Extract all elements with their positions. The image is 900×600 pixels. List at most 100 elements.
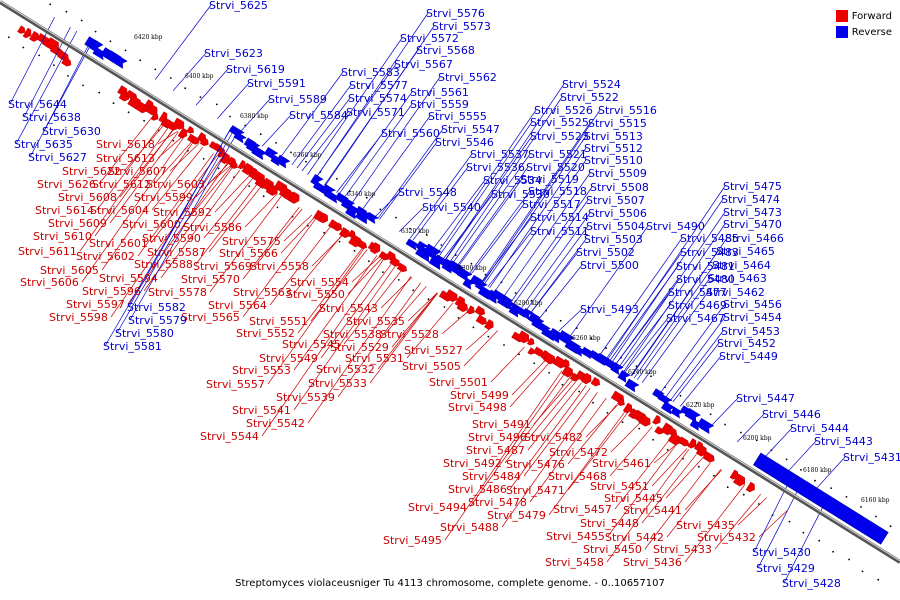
leader-line xyxy=(129,131,239,321)
leader-line xyxy=(521,212,591,308)
forward-gene xyxy=(581,372,592,385)
leader-line xyxy=(374,191,401,217)
leader-line xyxy=(169,144,199,172)
leader-line xyxy=(504,375,572,464)
forward-gene-label: Strvi_5538 xyxy=(323,328,382,341)
leader-line xyxy=(352,76,441,203)
leader-line xyxy=(101,141,194,271)
leader-line xyxy=(254,208,303,267)
reverse-gene-label: Strvi_5470 xyxy=(723,218,782,231)
track-marker xyxy=(353,250,356,252)
leader-line xyxy=(449,96,563,263)
track-marker xyxy=(65,10,68,13)
reverse-gene-label: Strvi_5540 xyxy=(422,201,481,214)
leader-line xyxy=(711,397,739,426)
reverse-gene xyxy=(365,211,379,225)
leader-line xyxy=(514,199,589,304)
leader-line xyxy=(618,211,726,369)
forward-gene xyxy=(702,451,715,463)
forward-gene-label: Strvi_5596 xyxy=(82,285,141,298)
leader-line xyxy=(630,250,719,376)
reverse-gene-label: Strvi_5581 xyxy=(103,340,162,353)
track-marker xyxy=(814,479,816,482)
reverse-gene-label: Strvi_5524 xyxy=(562,78,621,91)
forward-gene xyxy=(378,251,389,261)
forward-gene-label: Strvi_5484 xyxy=(462,470,521,483)
leader-line xyxy=(351,256,380,283)
reverse-gene-label: Strvi_5493 xyxy=(580,303,639,316)
forward-gene-label: Strvi_5609 xyxy=(48,217,107,230)
track-marker xyxy=(323,231,325,234)
forward-gene-label: Strvi_5461 xyxy=(592,457,651,470)
forward-gene-label: Strvi_5457 xyxy=(553,503,612,516)
coordinate-label: 6220 kbp xyxy=(686,402,715,409)
reverse-gene-label: Strvi_5561 xyxy=(410,86,469,99)
track-marker xyxy=(650,375,652,378)
forward-gene-label: Strvi_5613 xyxy=(96,152,155,165)
leader-line xyxy=(481,216,533,284)
forward-gene xyxy=(638,414,651,427)
forward-gene xyxy=(389,256,401,267)
track-marker xyxy=(578,390,580,393)
leader-line xyxy=(468,190,531,275)
leader-line xyxy=(344,103,413,198)
track-marker xyxy=(199,96,202,98)
track-marker xyxy=(518,353,520,356)
track-marker xyxy=(530,299,533,302)
leader-line xyxy=(444,370,563,541)
track-marker xyxy=(202,158,205,160)
track-marker xyxy=(112,102,115,105)
track-marker xyxy=(548,372,550,374)
reverse-gene-label: Strvi_5453 xyxy=(721,325,780,338)
reverse-gene-label: Strvi_5523 xyxy=(530,130,589,143)
track-marker xyxy=(397,279,400,281)
forward-gene-label: Strvi_5597 xyxy=(66,298,125,311)
reverse-gene-label: Strvi_5519 xyxy=(520,173,579,186)
reverse-gene-label: Strvi_5503 xyxy=(584,233,643,246)
leader-line xyxy=(567,411,629,491)
reverse-gene xyxy=(661,401,676,415)
leader-line xyxy=(469,372,566,508)
leader-line xyxy=(208,184,264,253)
forward-gene-label: Strvi_5549 xyxy=(259,352,318,365)
forward-gene xyxy=(333,222,342,232)
reverse-gene-label: Strvi_5576 xyxy=(426,7,485,20)
forward-gene xyxy=(187,133,200,145)
forward-gene-label: Strvi_5472 xyxy=(549,446,608,459)
leader-line xyxy=(670,330,724,401)
track-marker xyxy=(666,449,669,451)
track-marker xyxy=(172,139,175,142)
track-marker xyxy=(484,273,487,276)
reverse-gene-label: Strvi_5571 xyxy=(346,106,405,119)
reverse-gene-label: Strvi_5469 xyxy=(668,299,727,312)
forward-gene xyxy=(667,432,681,446)
leader-line xyxy=(614,291,671,366)
reverse-gene-label: Strvi_5555 xyxy=(428,110,487,123)
reverse-gene-label: Strvi_5481 xyxy=(676,260,735,273)
leader-line xyxy=(96,122,164,211)
leader-line xyxy=(665,457,703,499)
track-marker xyxy=(382,271,384,273)
leader-line xyxy=(651,448,688,487)
reverse-gene-label: Strvi_5465 xyxy=(716,245,775,258)
track-marker xyxy=(395,216,397,219)
reverse-gene xyxy=(521,308,534,321)
forward-gene-label: Strvi_5570 xyxy=(181,273,240,286)
forward-gene-label: Strvi_5575 xyxy=(222,235,281,248)
reverse-gene-label: Strvi_5630 xyxy=(42,125,101,138)
leader-line xyxy=(511,359,546,396)
reverse-gene-label: Strvi_5567 xyxy=(394,58,453,71)
leader-line xyxy=(606,449,690,563)
forward-gene-label: Strvi_5558 xyxy=(250,260,309,273)
forward-gene-label: Strvi_5476 xyxy=(506,458,565,471)
track-marker xyxy=(503,344,505,346)
forward-gene xyxy=(526,337,535,346)
leader-line xyxy=(608,265,679,363)
forward-gene-label: Strvi_5602 xyxy=(76,250,135,263)
reverse-gene-label: Strvi_5454 xyxy=(723,311,782,324)
track-marker xyxy=(697,465,700,468)
track-marker xyxy=(800,468,802,471)
leader-line xyxy=(116,128,235,334)
track-marker xyxy=(169,77,172,79)
leader-line xyxy=(15,30,78,145)
